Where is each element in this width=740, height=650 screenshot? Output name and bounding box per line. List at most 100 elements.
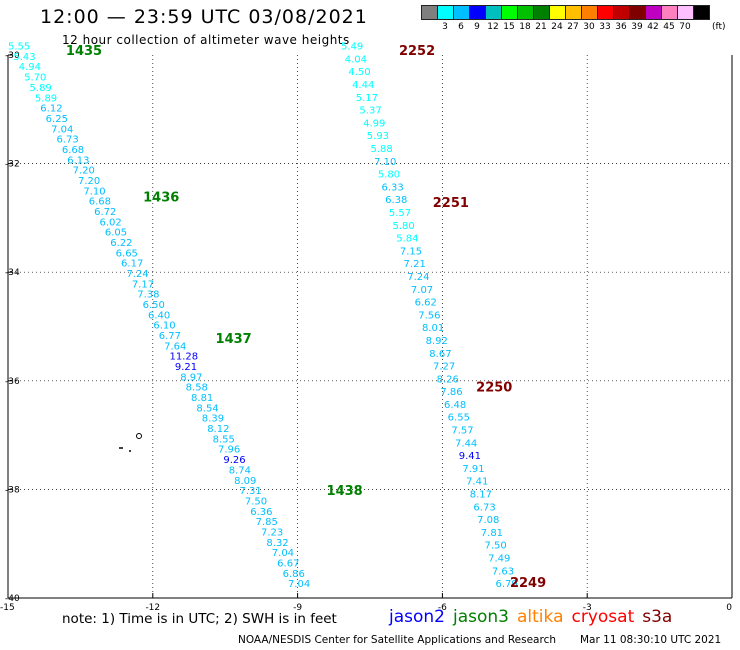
wave-height-value: 7.50 [245,496,267,507]
wave-height-value: 7.63 [492,566,514,577]
wave-height-value: 7.50 [484,541,506,552]
legend-tick-label: 24 [551,22,563,32]
wave-height-value: 7.49 [488,554,510,565]
wave-height-value: 7.81 [481,528,503,539]
wave-height-value: 5.93 [367,131,389,142]
wave-height-color-legend: 3 6 9 12 15 18 21 24 27 30 33 36 39 42 45 70 [421,5,740,32]
wave-height-value: 7.07 [411,285,433,296]
wave-height-value: 7.24 [407,272,429,283]
wave-height-value: 8.32 [266,538,288,549]
wave-height-value: 6.73 [56,135,78,146]
map-subtitle: 12 hour collection of altimeter wave hei… [62,33,350,47]
wave-height-value: 8.55 [213,434,235,445]
wave-height-value: 6.79 [495,579,517,590]
wave-height-value: 8.74 [229,465,251,476]
wave-height-value: 6.17 [121,259,143,270]
wave-height-value: 9.26 [223,455,245,466]
x-tick-label: -12 [145,603,160,613]
island-outline [119,433,142,452]
wave-height-value: 4.04 [345,54,367,65]
wave-height-value: 8.12 [207,424,229,435]
wave-height-value: 7.04 [51,124,73,135]
satellite-legend-cryosat: cryosat [571,607,635,627]
credit-line: NOAA/NESDIS Center for Satellite Applica… [238,634,556,646]
map-note: note: 1) Time is in UTC; 2) SWH is in fe… [62,611,337,627]
wave-height-value: 5.89 [30,83,52,94]
wave-height-value: 6.22 [110,238,132,249]
y-tick-label: -30 [5,51,20,61]
wave-height-value: 7.31 [239,486,261,497]
wave-height-value: 6.62 [415,298,437,309]
legend-tick-label: 6 [458,22,464,32]
wave-height-value: 7.23 [261,527,283,538]
wave-height-value: 8.58 [186,383,208,394]
pass-time-label: 1435 [66,44,102,59]
pass-time-label: 1436 [143,191,179,206]
wave-height-value: 6.68 [62,145,84,156]
legend-tick-label: 21 [535,22,547,32]
wave-height-value: 6.73 [473,502,495,513]
y-tick-label: -32 [5,160,20,170]
x-tick-label: -9 [293,603,302,613]
satellite-legend-jason2: jason2 [389,607,445,627]
wave-height-value: 7.15 [400,246,422,257]
wave-height-value: 8.17 [470,490,492,501]
pass-time-label: 1437 [216,332,252,347]
legend-swatch-row [421,5,740,20]
wave-height-value: 5.57 [389,208,411,219]
wave-height-value: 7.08 [477,515,499,526]
wave-height-value: 5.43 [13,52,35,63]
wave-height-value: 6.12 [40,104,62,115]
pass-time-label: 1438 [327,484,363,499]
wave-height-value: 6.25 [46,114,68,125]
wave-height-value: 6.48 [444,400,466,411]
wave-height-value: 7.24 [126,269,148,280]
wave-height-value: 8.39 [202,414,224,425]
wave-height-value: 6.38 [385,195,407,206]
y-tick-label: -36 [5,377,20,387]
wave-height-value: 7.20 [78,176,100,187]
x-tick-label: 0 [726,603,732,613]
wave-height-value: 8.26 [437,374,459,385]
legend-tick-label: 36 [615,22,627,32]
wave-height-value: 9.21 [175,362,197,373]
wave-height-value: 7.04 [288,579,310,590]
wave-height-value: 6.50 [143,300,165,311]
pass-labels: 1435 1436 1437 1438 2252 2251 2250 2249 [66,44,546,591]
wave-height-value: 5.80 [393,221,415,232]
track-jason3: 5.555.434.945.705.895.896.126.257.046.73… [8,42,310,591]
wave-height-value: 6.55 [448,413,470,424]
wave-height-value: 5.89 [35,93,57,104]
wave-height-value: 7.27 [433,362,455,373]
map-title: 12:00 — 23:59 UTC 03/08/2021 [40,6,368,28]
satellite-legend: jason2 jason3 altika cryosat s3a [389,607,680,627]
satellite-legend-jason3: jason3 [453,607,509,627]
legend-tick-label: 70 [679,22,691,32]
wave-height-value: 7.96 [218,445,240,456]
legend-tick-label: 39 [631,22,643,32]
wave-height-value: 6.67 [277,558,299,569]
legend-tick-label: 42 [647,22,659,32]
y-tick-label: -40 [5,594,20,604]
wave-height-value: 5.88 [370,144,392,155]
legend-tick-label: 15 [503,22,515,32]
wave-height-value: 5.80 [378,170,400,181]
wave-height-value: 6.10 [153,321,175,332]
wave-height-value: 9.41 [459,451,481,462]
wave-height-value: 4.99 [363,118,385,129]
wave-height-value: 6.72 [94,207,116,218]
pass-time-label: 2250 [476,381,512,396]
wave-height-value: 6.02 [100,217,122,228]
wave-height-value: 8.54 [196,403,218,414]
map-axes: -30-32-34-36-38-40-15 -12 -9 -6 -3 0 [0,51,733,613]
wave-height-value: 6.13 [67,155,89,166]
wave-height-value: 7.64 [164,341,186,352]
y-tick-label: -34 [5,268,20,278]
legend-labels: 3 6 9 12 15 18 21 24 27 30 33 36 39 42 45 70 [421,20,740,32]
wave-height-value: 5.49 [341,42,363,53]
wave-height-value: 5.37 [359,106,381,117]
wave-height-value: 7.91 [462,464,484,475]
wave-height-value: 5.84 [396,234,418,245]
x-tick-label: -15 [0,603,15,613]
wave-height-value: 7.56 [418,310,440,321]
